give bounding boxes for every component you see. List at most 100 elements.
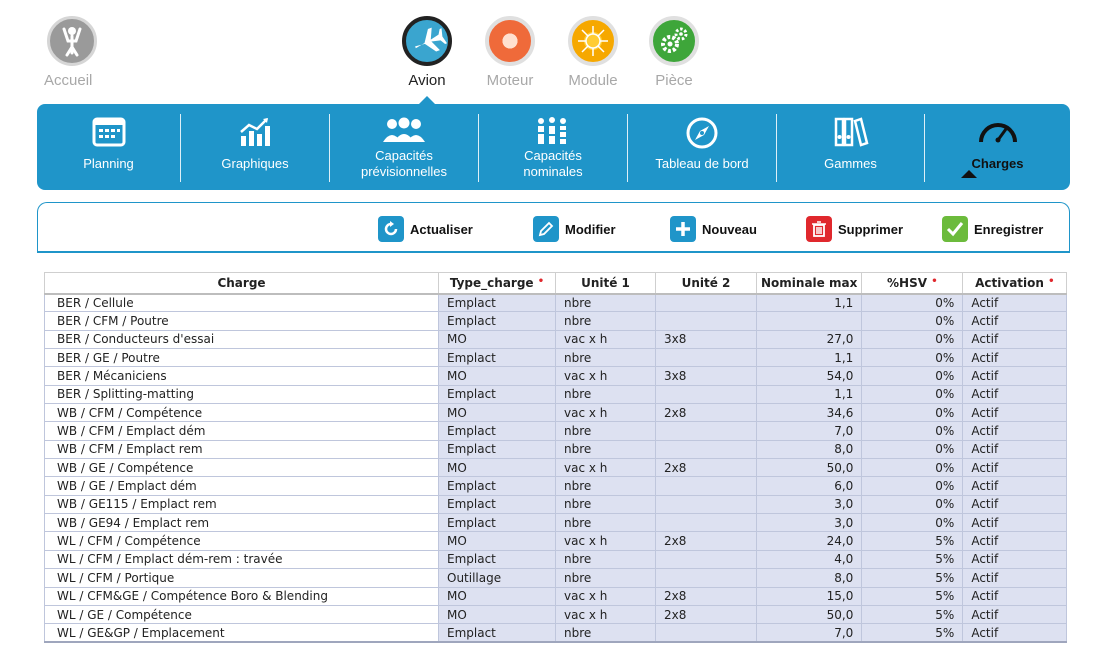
cell-type-charge[interactable]: Emplact (438, 513, 556, 533)
cell-activation[interactable]: Actif (962, 385, 1068, 405)
cell-unite2[interactable]: 3x8 (655, 330, 757, 350)
cell-unite1[interactable]: vac x h (555, 366, 656, 386)
cell-activation[interactable]: Actif (962, 513, 1068, 533)
cell-charge[interactable]: WB / GE / Emplact dém (44, 476, 439, 496)
cell-type-charge[interactable]: MO (438, 531, 556, 551)
cell-charge[interactable]: WL / CFM / Emplact dém-rem : travée (44, 550, 439, 570)
tab-charges[interactable]: Charges (925, 104, 1070, 190)
cell-nominale-max[interactable]: 50,0 (756, 458, 863, 478)
cell-nominale-max[interactable]: 24,0 (756, 531, 863, 551)
cell-unite1[interactable]: nbre (555, 421, 656, 441)
cell-hsv[interactable]: 0% (861, 421, 964, 441)
cell-charge[interactable]: WB / GE115 / Emplact rem (44, 495, 439, 515)
cell-unite2[interactable]: 2x8 (655, 587, 757, 606)
col-header-nominale-max[interactable]: Nominale max (755, 272, 863, 295)
cell-charge[interactable]: WL / CFM / Compétence (44, 531, 439, 551)
module-avion[interactable]: Avion (387, 16, 467, 89)
cell-charge[interactable]: WB / GE / Compétence (44, 458, 439, 478)
cell-charge[interactable]: BER / Cellule (44, 293, 439, 313)
cell-hsv[interactable]: 0% (861, 513, 964, 533)
cell-nominale-max[interactable]: 54,0 (756, 366, 863, 386)
table-row[interactable]: WB / CFM / Emplact dém Emplact nbre 7,0 0% Ac… (44, 421, 1068, 441)
cell-unite2[interactable]: 2x8 (655, 403, 757, 423)
cell-type-charge[interactable]: Emplact (438, 440, 556, 460)
cell-charge[interactable]: BER / Splitting-matting (44, 385, 439, 405)
cell-unite1[interactable]: nbre (555, 385, 656, 405)
cell-nominale-max[interactable]: 3,0 (756, 495, 863, 515)
edit-button[interactable]: Modifier (533, 216, 616, 242)
cell-nominale-max[interactable]: 6,0 (756, 476, 863, 496)
table-row[interactable]: WB / CFM / Emplact rem Emplact nbre 8,0 0% Ac… (44, 440, 1068, 460)
cell-hsv[interactable]: 0% (861, 385, 964, 405)
cell-activation[interactable]: Actif (962, 623, 1068, 644)
cell-activation[interactable]: Actif (962, 531, 1068, 551)
col-header-hsv[interactable]: %HSV • (861, 272, 964, 295)
cell-charge[interactable]: BER / GE / Poutre (44, 348, 439, 368)
cell-unite2[interactable] (655, 348, 757, 368)
cell-type-charge[interactable]: Emplact (438, 550, 556, 570)
cell-unite1[interactable]: nbre (555, 348, 656, 368)
cell-activation[interactable]: Actif (962, 440, 1068, 460)
cell-activation[interactable]: Actif (962, 421, 1068, 441)
cell-nominale-max[interactable]: 4,0 (756, 550, 863, 570)
cell-nominale-max[interactable]: 27,0 (756, 330, 863, 350)
cell-activation[interactable]: Actif (962, 403, 1068, 423)
cell-type-charge[interactable]: Emplact (438, 495, 556, 515)
module-home[interactable]: Accueil (32, 16, 112, 89)
cell-unite1[interactable]: nbre (555, 495, 656, 515)
cell-hsv[interactable]: 5% (861, 605, 964, 625)
table-row[interactable]: BER / Splitting-matting Emplact nbre 1,1 0% A… (44, 385, 1068, 405)
cell-unite1[interactable]: vac x h (555, 531, 656, 551)
cell-charge[interactable]: WL / GE&GP / Emplacement (44, 623, 439, 644)
cell-nominale-max[interactable]: 7,0 (756, 623, 863, 644)
cell-unite2[interactable] (655, 513, 757, 533)
cell-hsv[interactable]: 0% (861, 495, 964, 515)
cell-charge[interactable]: WB / CFM / Emplact dém (44, 421, 439, 441)
cell-hsv[interactable]: 0% (861, 440, 964, 460)
cell-nominale-max[interactable]: 1,1 (756, 293, 863, 313)
cell-type-charge[interactable]: MO (438, 458, 556, 478)
cell-charge[interactable]: WB / GE94 / Emplact rem (44, 513, 439, 533)
cell-nominale-max[interactable]: 7,0 (756, 421, 863, 441)
tab-gammes[interactable]: Gammes (777, 104, 924, 190)
tab-planning[interactable]: Planning (37, 104, 180, 190)
cell-hsv[interactable]: 0% (861, 458, 964, 478)
table-row[interactable]: WL / CFM / Portique Outillage nbre 8,0 5% Act… (44, 568, 1068, 588)
cell-type-charge[interactable]: MO (438, 330, 556, 350)
cell-hsv[interactable]: 0% (861, 348, 964, 368)
table-row[interactable]: WL / GE&GP / Emplacement Emplact nbre 7,0 5%… (44, 623, 1068, 644)
cell-type-charge[interactable]: Emplact (438, 421, 556, 441)
col-header-type-charge[interactable]: Type_charge • (438, 272, 556, 295)
cell-unite2[interactable] (655, 293, 757, 313)
cell-hsv[interactable]: 5% (861, 587, 964, 606)
cell-unite2[interactable] (655, 440, 757, 460)
cell-charge[interactable]: WL / GE / Compétence (44, 605, 439, 625)
cell-activation[interactable]: Actif (962, 476, 1068, 496)
cell-activation[interactable]: Actif (962, 568, 1068, 588)
cell-unite1[interactable]: nbre (555, 293, 656, 313)
col-header-charge[interactable]: Charge (44, 272, 439, 295)
cell-unite2[interactable]: 2x8 (655, 531, 757, 551)
cell-unite1[interactable]: nbre (555, 311, 656, 331)
col-header-unite2[interactable]: Unité 2 (655, 272, 757, 295)
cell-charge[interactable]: BER / CFM / Poutre (44, 311, 439, 331)
cell-nominale-max[interactable] (756, 311, 863, 331)
table-row[interactable]: BER / GE / Poutre Emplact nbre 1,1 0% Actif (44, 348, 1068, 368)
cell-hsv[interactable]: 0% (861, 366, 964, 386)
refresh-button[interactable]: Actualiser (378, 216, 473, 242)
cell-unite2[interactable] (655, 623, 757, 644)
cell-type-charge[interactable]: Emplact (438, 348, 556, 368)
cell-type-charge[interactable]: Emplact (438, 385, 556, 405)
cell-hsv[interactable]: 0% (861, 293, 964, 313)
cell-unite2[interactable] (655, 421, 757, 441)
cell-activation[interactable]: Actif (962, 348, 1068, 368)
cell-nominale-max[interactable]: 3,0 (756, 513, 863, 533)
cell-activation[interactable]: Actif (962, 495, 1068, 515)
cell-type-charge[interactable]: Emplact (438, 623, 556, 644)
table-row[interactable]: WL / CFM / Compétence MO vac x h 2x8 24,0 5% A… (44, 531, 1068, 551)
cell-activation[interactable]: Actif (962, 458, 1068, 478)
module-piece[interactable]: Pièce (634, 16, 714, 89)
cell-activation[interactable]: Actif (962, 550, 1068, 570)
cell-unite1[interactable]: vac x h (555, 330, 656, 350)
cell-type-charge[interactable]: Emplact (438, 293, 556, 313)
